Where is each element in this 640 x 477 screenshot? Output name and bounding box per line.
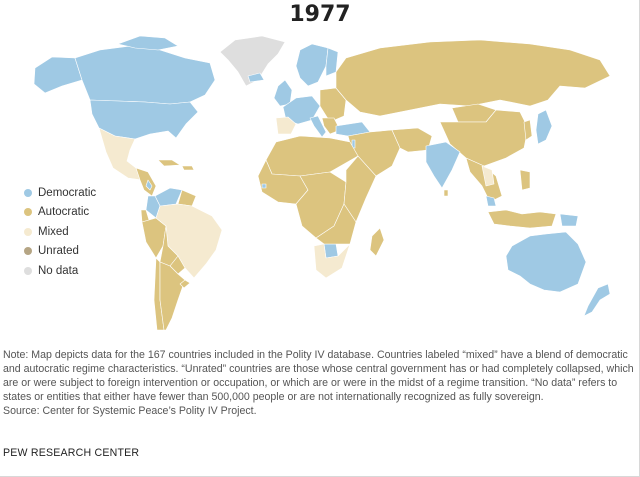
- region-canada: [74, 45, 216, 105]
- legend-label: Democratic: [38, 186, 97, 199]
- legend-item-autocratic: Autocratic: [24, 203, 96, 223]
- region-india: [425, 141, 461, 189]
- region-east-africa: [343, 155, 377, 223]
- legend-swatch: [24, 266, 32, 275]
- region-australia: [505, 231, 587, 293]
- region-madagascar: [369, 227, 385, 257]
- region-philippines: [519, 169, 531, 191]
- region-ussr: [335, 39, 611, 117]
- note-text: Note: Map depicts data for the 167 count…: [3, 349, 634, 403]
- legend-label: No data: [38, 264, 79, 277]
- region-canada-islands: [117, 35, 179, 51]
- map-title: 1977: [289, 2, 351, 27]
- region-greenland: [219, 35, 286, 87]
- map-legend: Democratic Autocratic Mixed Unrated No d…: [24, 183, 96, 281]
- legend-swatch: [24, 247, 32, 256]
- legend-item-unrated: Unrated: [24, 242, 96, 262]
- region-iceland: [247, 72, 265, 83]
- region-indonesia: [487, 209, 557, 229]
- region-sri-lanka: [443, 189, 449, 197]
- region-italy: [309, 115, 327, 138]
- map-note: Note: Map depicts data for the 167 count…: [3, 348, 639, 418]
- region-iberia: [275, 116, 297, 135]
- region-scandinavia: [295, 43, 329, 87]
- region-balkans: [321, 117, 341, 135]
- region-north-africa: [265, 135, 359, 177]
- legend-swatch: [24, 188, 32, 197]
- legend-swatch: [24, 227, 32, 236]
- region-south-africa: [313, 243, 351, 279]
- region-new-zealand: [583, 283, 611, 317]
- region-korea: [523, 119, 533, 141]
- region-alaska: [33, 56, 83, 94]
- region-botswana: [323, 243, 339, 259]
- legend-label: Unrated: [38, 245, 79, 258]
- region-finland: [325, 47, 339, 77]
- region-caribbean: [181, 165, 195, 171]
- region-argentina: [159, 261, 186, 331]
- world-map: [33, 35, 611, 331]
- legend-item-mixed: Mixed: [24, 222, 96, 242]
- region-uk-ireland: [273, 79, 293, 107]
- source-text: Source: Center for Systemic Peace’s Poli…: [3, 405, 257, 417]
- region-southern-africa: [315, 203, 357, 245]
- region-uruguay: [179, 279, 191, 289]
- region-central-america: [135, 167, 157, 197]
- legend-label: Mixed: [38, 225, 69, 238]
- region-gambia: [261, 183, 267, 189]
- region-cuba: [157, 159, 181, 167]
- region-costa-rica: [145, 179, 153, 191]
- legend-swatch: [24, 208, 32, 217]
- region-thailand: [481, 165, 495, 187]
- legend-label: Autocratic: [38, 206, 90, 219]
- credit-text: PEW RESEARCH CENTER: [3, 447, 140, 459]
- region-japan: [535, 109, 553, 145]
- legend-item-democratic: Democratic: [24, 183, 96, 203]
- region-malaysia: [485, 195, 497, 207]
- region-papua-new-guinea: [559, 213, 579, 227]
- legend-item-no-data: No data: [24, 261, 96, 281]
